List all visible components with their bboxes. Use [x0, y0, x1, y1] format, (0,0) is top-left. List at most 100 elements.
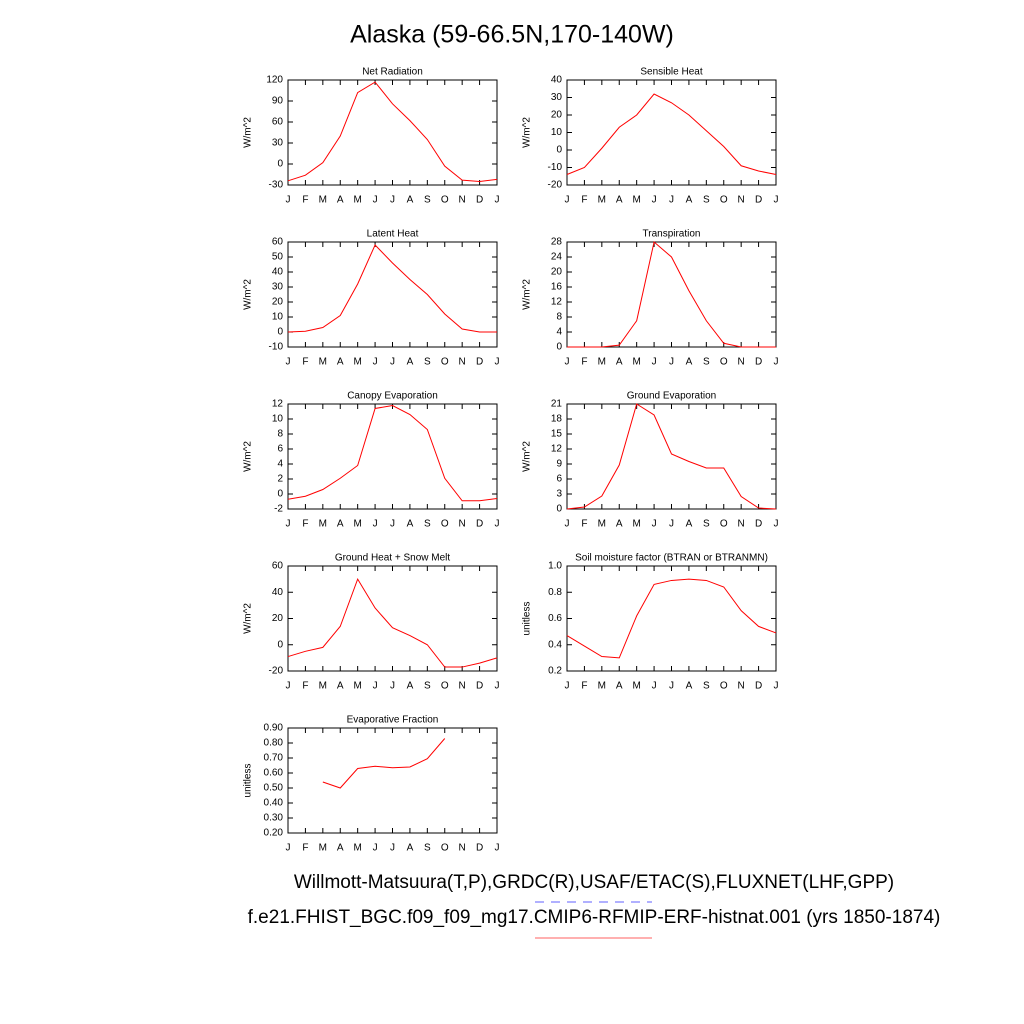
y-tick-label: 0.6 — [548, 613, 562, 624]
x-tick-label: O — [720, 519, 728, 530]
x-tick-label: A — [407, 681, 414, 692]
y-tick-label: 30 — [551, 92, 563, 103]
x-tick-label: J — [669, 681, 674, 692]
x-tick-label: J — [565, 681, 570, 692]
x-tick-label: D — [476, 195, 483, 206]
data-line — [287, 81, 498, 183]
panel-title: Soil moisture factor (BTRAN or BTRANMN) — [575, 553, 768, 564]
x-tick-label: S — [424, 843, 431, 854]
y-tick-label: 28 — [551, 237, 563, 248]
x-tick-label: O — [441, 843, 449, 854]
x-tick-label: M — [353, 681, 361, 692]
plot-frame — [566, 403, 777, 510]
x-tick-label: A — [407, 519, 414, 530]
x-tick-label: M — [319, 519, 327, 530]
y-tick-label: 0.50 — [264, 783, 284, 794]
x-tick-label: A — [337, 195, 344, 206]
x-tick-label: F — [302, 519, 308, 530]
y-tick-label: -10 — [269, 342, 284, 353]
x-tick-label: J — [373, 357, 378, 368]
x-tick-label: N — [738, 195, 745, 206]
y-tick-label: 20 — [551, 267, 563, 278]
y-tick-label: 40 — [551, 75, 563, 86]
y-tick-label: 0.20 — [264, 828, 284, 839]
y-tick-label: 0 — [277, 639, 283, 650]
x-tick-label: J — [373, 681, 378, 692]
x-tick-label: D — [476, 843, 483, 854]
panel-title: Sensible Heat — [640, 67, 702, 78]
x-tick-label: F — [302, 357, 308, 368]
y-tick-label: 0 — [556, 504, 562, 515]
y-tick-label: 30 — [272, 138, 284, 149]
x-tick-label: F — [302, 195, 308, 206]
x-tick-label: O — [441, 357, 449, 368]
y-axis-label: W/m^2 — [522, 441, 533, 472]
y-axis-label: W/m^2 — [243, 117, 254, 148]
x-tick-label: N — [738, 681, 745, 692]
x-tick-label: F — [302, 681, 308, 692]
x-tick-label: D — [476, 681, 483, 692]
y-axis-label: W/m^2 — [243, 603, 254, 634]
panel-title: Ground Evaporation — [627, 391, 717, 402]
y-tick-label: 0.2 — [548, 666, 562, 677]
x-tick-label: J — [286, 195, 291, 206]
data-line — [287, 244, 497, 333]
x-tick-label: S — [424, 519, 431, 530]
y-axis-label: unitless — [243, 764, 254, 798]
x-tick-label: J — [495, 681, 500, 692]
x-tick-label: A — [686, 195, 693, 206]
x-tick-label: M — [353, 357, 361, 368]
x-tick-label: J — [652, 519, 657, 530]
x-tick-label: N — [459, 195, 466, 206]
x-tick-label: A — [686, 681, 693, 692]
data-line — [566, 578, 777, 659]
x-tick-label: A — [686, 357, 693, 368]
x-tick-label: A — [337, 843, 344, 854]
y-tick-label: 50 — [272, 252, 284, 263]
x-tick-label: J — [669, 195, 674, 206]
y-tick-label: 120 — [266, 75, 283, 86]
x-tick-label: F — [581, 519, 587, 530]
x-tick-label: S — [703, 519, 710, 530]
x-tick-label: M — [632, 195, 640, 206]
plot-frame — [566, 565, 777, 672]
panel-title: Transpiration — [643, 229, 701, 240]
x-tick-label: A — [337, 681, 344, 692]
x-tick-label: D — [755, 195, 762, 206]
x-tick-label: J — [565, 519, 570, 530]
y-axis-label: unitless — [522, 602, 533, 636]
x-tick-label: M — [319, 681, 327, 692]
x-tick-label: J — [495, 357, 500, 368]
x-tick-label: M — [632, 519, 640, 530]
y-tick-label: -20 — [548, 180, 563, 191]
plot-frame — [287, 241, 498, 348]
x-tick-label: J — [774, 357, 779, 368]
footer-obs: Willmott-Matsuura(T,P),GRDC(R),USAF/ETAC… — [294, 872, 894, 893]
x-tick-label: S — [703, 357, 710, 368]
data-line — [287, 577, 498, 668]
x-tick-label: J — [669, 357, 674, 368]
x-tick-label: D — [755, 357, 762, 368]
x-tick-label: J — [286, 519, 291, 530]
x-tick-label: J — [495, 843, 500, 854]
x-tick-label: M — [598, 681, 606, 692]
x-tick-label: J — [286, 357, 291, 368]
y-tick-label: 21 — [551, 399, 563, 410]
x-tick-label: J — [390, 357, 395, 368]
x-tick-label: D — [755, 519, 762, 530]
x-tick-label: A — [407, 357, 414, 368]
plot-frame — [287, 79, 498, 186]
y-tick-label: 0 — [277, 327, 283, 338]
y-tick-label: 30 — [272, 282, 284, 293]
x-tick-label: S — [424, 195, 431, 206]
y-tick-label: 40 — [272, 267, 284, 278]
x-tick-label: M — [632, 357, 640, 368]
y-tick-label: -2 — [274, 504, 283, 515]
y-tick-label: 6 — [556, 474, 562, 485]
x-tick-label: O — [441, 681, 449, 692]
x-tick-label: M — [353, 519, 361, 530]
x-tick-label: M — [353, 195, 361, 206]
y-tick-label: 0 — [277, 489, 283, 500]
y-tick-label: 0.60 — [264, 768, 284, 779]
x-tick-label: A — [616, 357, 623, 368]
